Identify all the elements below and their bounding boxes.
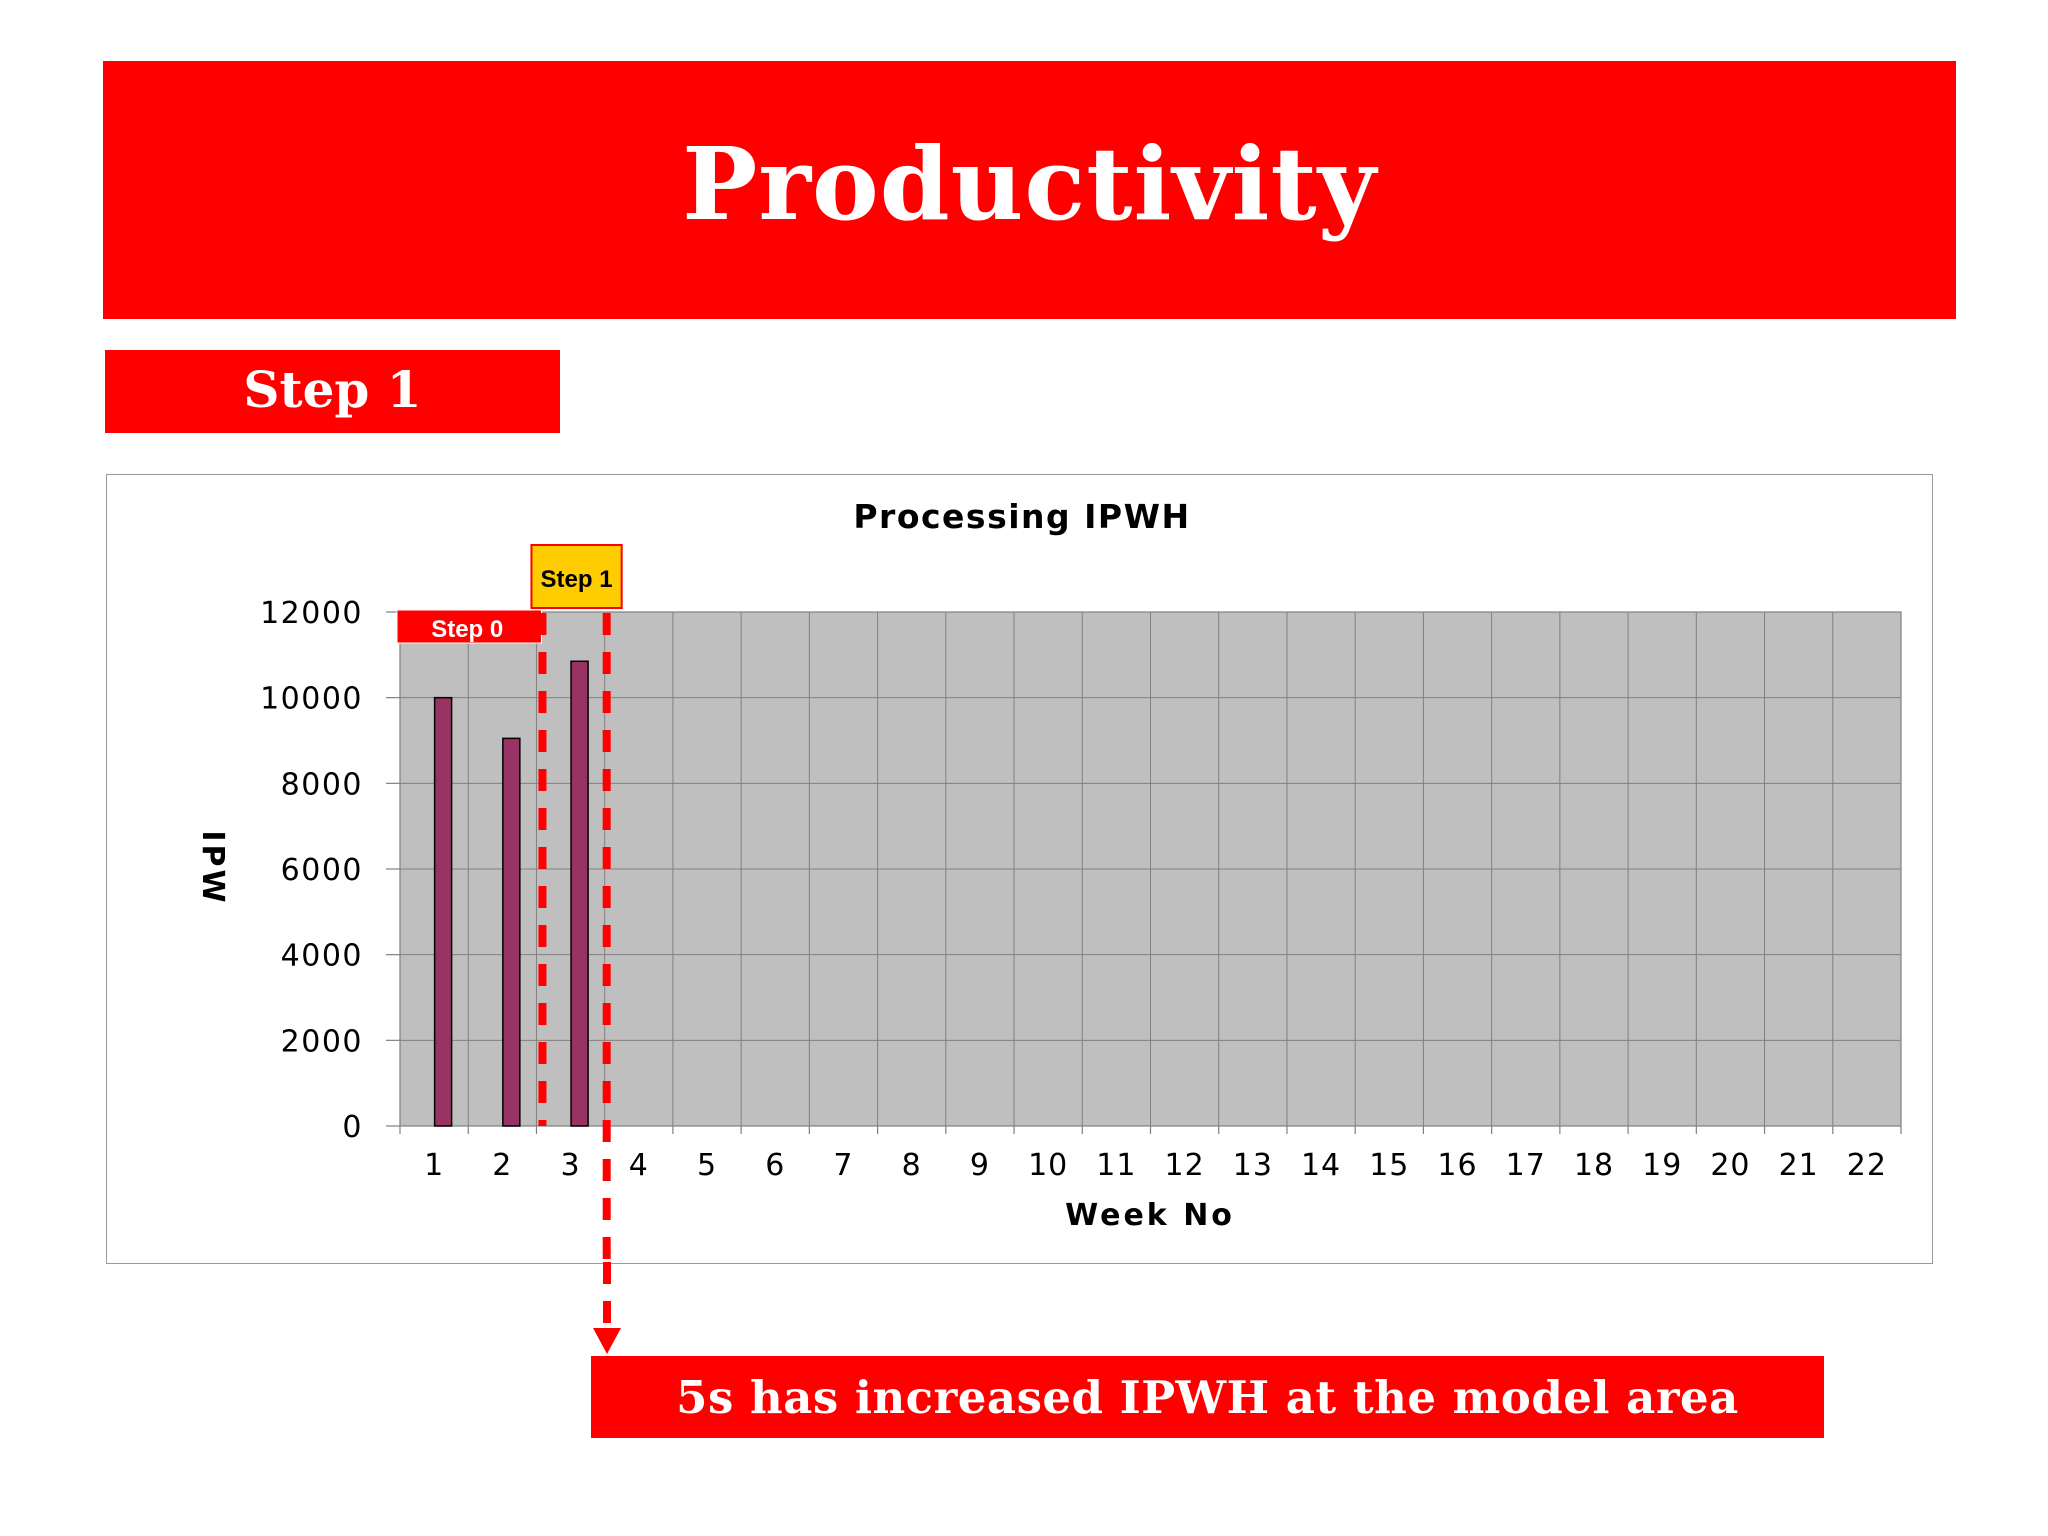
x-tick-label: 11 [1096, 1148, 1136, 1183]
arrow-down-icon [593, 1262, 621, 1354]
y-tick-label: 2000 [281, 1024, 363, 1059]
chart-frame: Processing IPWH 0 2000 4000 6000 8000 10000 120… [106, 474, 1933, 1265]
bar-week-1 [433, 696, 453, 1127]
x-tick-label: 1 [424, 1148, 444, 1183]
x-tick-label: 7 [833, 1148, 853, 1183]
step-0-badge-label: Step 0 [431, 616, 503, 643]
x-tick-label: 4 [629, 1148, 649, 1183]
step-0-badge [396, 609, 542, 644]
y-tick-label: 6000 [281, 853, 363, 888]
x-tick-label: 3 [561, 1148, 581, 1183]
bar-week-3 [570, 660, 589, 1127]
processing-ipwh-chart: Processing IPWH0200040006000800010000120… [195, 497, 1902, 1265]
conclusion-banner: 5s has increased IPWH at the model area [591, 1356, 1824, 1438]
x-tick-label: 20 [1710, 1148, 1750, 1183]
x-tick-label: 14 [1301, 1148, 1341, 1183]
x-tick-label: 15 [1369, 1148, 1409, 1183]
x-tick-label: 9 [970, 1148, 990, 1183]
step-label: Step 1 [243, 360, 422, 419]
step-banner: Step 1 [105, 350, 560, 433]
x-tick-label: 12 [1165, 1148, 1205, 1183]
x-tick-label: 16 [1437, 1148, 1477, 1183]
y-axis-label: IPW [195, 830, 230, 905]
step-1-badge [530, 544, 623, 609]
x-tick-label: 8 [902, 1148, 922, 1183]
x-tick-label: 2 [492, 1148, 512, 1183]
y-tick-label: 0 [342, 1110, 363, 1145]
x-tick-label: 18 [1574, 1148, 1614, 1183]
y-tick-label: 10000 [260, 682, 363, 717]
conclusion-text: 5s has increased IPWH at the model area [676, 1370, 1739, 1424]
title-banner: Productivity [103, 61, 1956, 319]
x-tick-label: 17 [1506, 1148, 1546, 1183]
x-tick-label: 19 [1642, 1148, 1682, 1183]
slide-title: Productivity [682, 125, 1377, 243]
chart-title: Processing IPWH [853, 497, 1190, 536]
y-tick-label: 4000 [281, 939, 363, 974]
x-tick-label: 13 [1233, 1148, 1273, 1183]
x-tick-label: 22 [1847, 1148, 1887, 1183]
x-tick-label: 5 [697, 1148, 717, 1183]
bar-week-2 [502, 737, 521, 1127]
x-tick-label: 10 [1028, 1148, 1068, 1183]
y-tick-label: 8000 [281, 767, 363, 802]
y-tick-label: 12000 [260, 596, 363, 631]
x-tick-label: 21 [1779, 1148, 1819, 1183]
step-1-badge-label: Step 1 [541, 566, 613, 593]
x-axis-label: Week No [1065, 1198, 1235, 1233]
arrow-head [593, 1328, 621, 1354]
x-tick-label: 6 [765, 1148, 785, 1183]
